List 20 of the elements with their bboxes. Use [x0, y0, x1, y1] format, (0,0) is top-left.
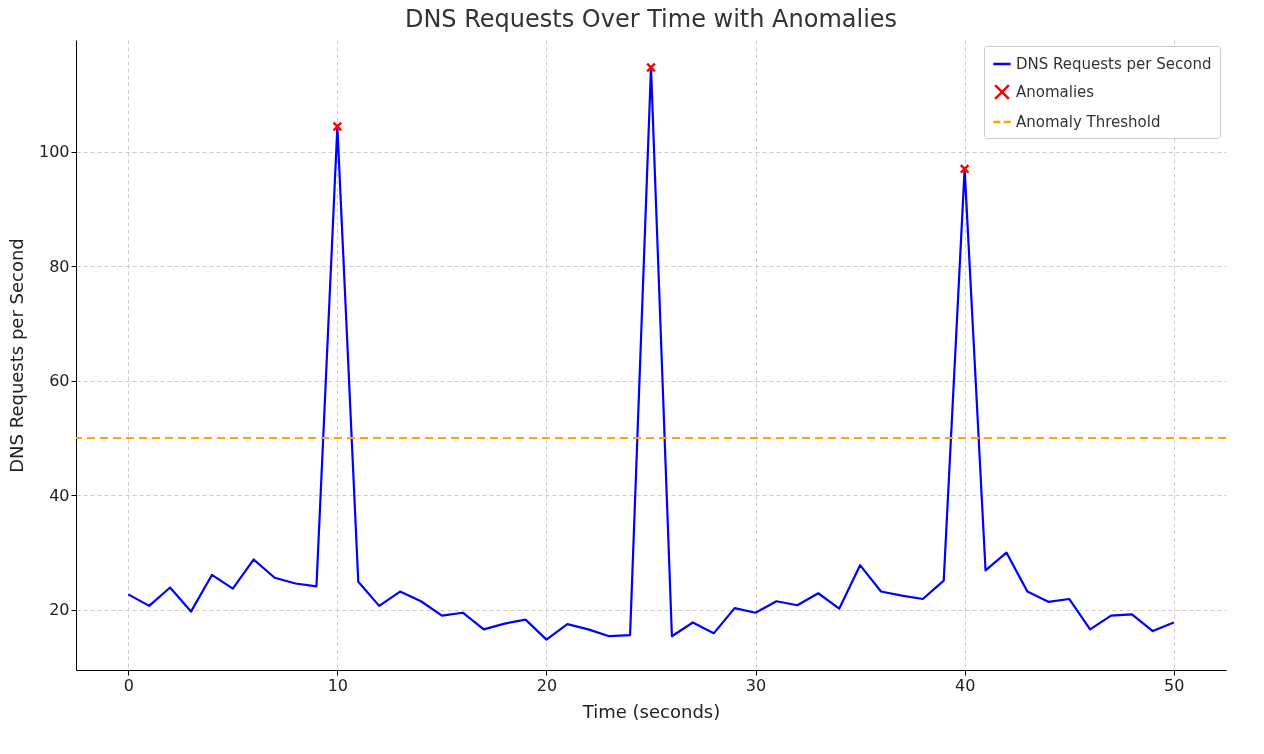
legend-label: DNS Requests per Second — [1016, 55, 1212, 73]
x-tick-label: 0 — [123, 675, 134, 695]
legend-label: Anomaly Threshold — [1016, 113, 1161, 131]
y-tick-label: 100 — [38, 142, 70, 162]
x-tick-label: 50 — [1164, 675, 1185, 695]
x-tick-label: 10 — [327, 675, 349, 695]
point — [645, 62, 657, 73]
y-tick-label: 20 — [49, 600, 70, 620]
chart-title: DNS Requests Over Time with Anomalies — [404, 5, 898, 33]
y-tick-label: 80 — [49, 256, 70, 276]
x-tick-label: 30 — [745, 675, 767, 695]
point — [959, 163, 970, 174]
y-axis-title: DNS Requests per Second — [5, 238, 27, 473]
y-tick-label: 40 — [49, 485, 70, 505]
y-tick-label: 60 — [49, 371, 70, 391]
point — [332, 121, 343, 132]
legend-label: Anomalies — [1016, 83, 1095, 101]
x-axis-title: Time (seconds) — [581, 700, 721, 722]
x-tick-label: 20 — [536, 675, 558, 695]
x-tick-label: 40 — [954, 675, 976, 695]
